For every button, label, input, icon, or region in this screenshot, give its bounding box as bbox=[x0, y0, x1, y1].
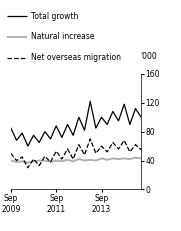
Natural increase bbox=[44, 159, 46, 162]
Natural increase bbox=[106, 158, 108, 161]
Natural increase bbox=[123, 157, 125, 160]
Natural increase bbox=[15, 161, 18, 163]
Total growth bbox=[129, 123, 131, 126]
Total growth bbox=[123, 103, 125, 106]
Total growth bbox=[27, 145, 29, 148]
Natural increase bbox=[83, 159, 86, 162]
Text: '000: '000 bbox=[140, 52, 157, 61]
Natural increase bbox=[95, 159, 97, 162]
Natural increase bbox=[27, 161, 29, 164]
Net overseas migration bbox=[72, 158, 74, 161]
Net overseas migration bbox=[21, 155, 23, 158]
Natural increase bbox=[129, 158, 131, 161]
Natural increase bbox=[21, 160, 23, 163]
Natural increase bbox=[61, 160, 63, 163]
Line: Total growth: Total growth bbox=[11, 101, 141, 146]
Total growth bbox=[134, 107, 137, 110]
Natural increase bbox=[66, 158, 69, 161]
Total growth bbox=[32, 134, 35, 137]
Net overseas migration bbox=[83, 153, 86, 156]
Net overseas migration bbox=[32, 158, 35, 161]
Natural increase bbox=[78, 158, 80, 161]
Net overseas migration bbox=[95, 152, 97, 155]
Total growth bbox=[44, 130, 46, 133]
Total growth bbox=[117, 119, 120, 122]
Total growth bbox=[21, 132, 23, 134]
Natural increase bbox=[140, 157, 142, 160]
Total growth bbox=[38, 141, 40, 144]
Natural increase bbox=[72, 160, 74, 163]
Natural increase bbox=[112, 157, 114, 160]
Total growth bbox=[15, 139, 18, 142]
Net overseas migration bbox=[89, 137, 91, 140]
Total growth bbox=[66, 123, 69, 126]
Line: Natural increase: Natural increase bbox=[11, 158, 141, 163]
Net overseas migration bbox=[55, 150, 57, 152]
Total growth bbox=[106, 123, 108, 126]
Net overseas migration bbox=[123, 139, 125, 142]
Net overseas migration bbox=[27, 166, 29, 169]
Net overseas migration bbox=[61, 158, 63, 161]
Net overseas migration bbox=[15, 159, 18, 162]
Natural increase bbox=[38, 159, 40, 162]
Net overseas migration bbox=[117, 148, 120, 150]
Net overseas migration bbox=[38, 164, 40, 167]
Net overseas migration bbox=[129, 151, 131, 153]
Total growth bbox=[49, 137, 52, 140]
Total growth bbox=[95, 127, 97, 129]
Net overseas migration bbox=[134, 143, 137, 146]
Total growth bbox=[83, 129, 86, 132]
Total growth bbox=[100, 116, 103, 119]
Net overseas migration bbox=[66, 148, 69, 150]
Net overseas migration bbox=[78, 143, 80, 146]
Natural increase bbox=[55, 159, 57, 162]
Total growth bbox=[89, 100, 91, 103]
Natural increase bbox=[134, 156, 137, 159]
Net overseas migration bbox=[100, 145, 103, 148]
Total growth bbox=[61, 136, 63, 139]
Natural increase bbox=[10, 159, 12, 162]
Line: Net overseas migration: Net overseas migration bbox=[11, 139, 141, 168]
Natural increase bbox=[32, 160, 35, 163]
Text: Net overseas migration: Net overseas migration bbox=[31, 53, 121, 62]
Text: Total growth: Total growth bbox=[31, 12, 78, 21]
Net overseas migration bbox=[106, 151, 108, 153]
Natural increase bbox=[117, 158, 120, 161]
Natural increase bbox=[49, 161, 52, 163]
Natural increase bbox=[100, 157, 103, 160]
Total growth bbox=[78, 116, 80, 119]
Total growth bbox=[10, 127, 12, 129]
Net overseas migration bbox=[10, 152, 12, 155]
Total growth bbox=[72, 134, 74, 137]
Natural increase bbox=[89, 158, 91, 161]
Net overseas migration bbox=[44, 155, 46, 158]
Total growth bbox=[55, 125, 57, 127]
Total growth bbox=[112, 110, 114, 113]
Text: Natural increase: Natural increase bbox=[31, 33, 94, 41]
Total growth bbox=[140, 116, 142, 119]
Net overseas migration bbox=[49, 161, 52, 163]
Net overseas migration bbox=[112, 141, 114, 144]
Net overseas migration bbox=[140, 148, 142, 151]
